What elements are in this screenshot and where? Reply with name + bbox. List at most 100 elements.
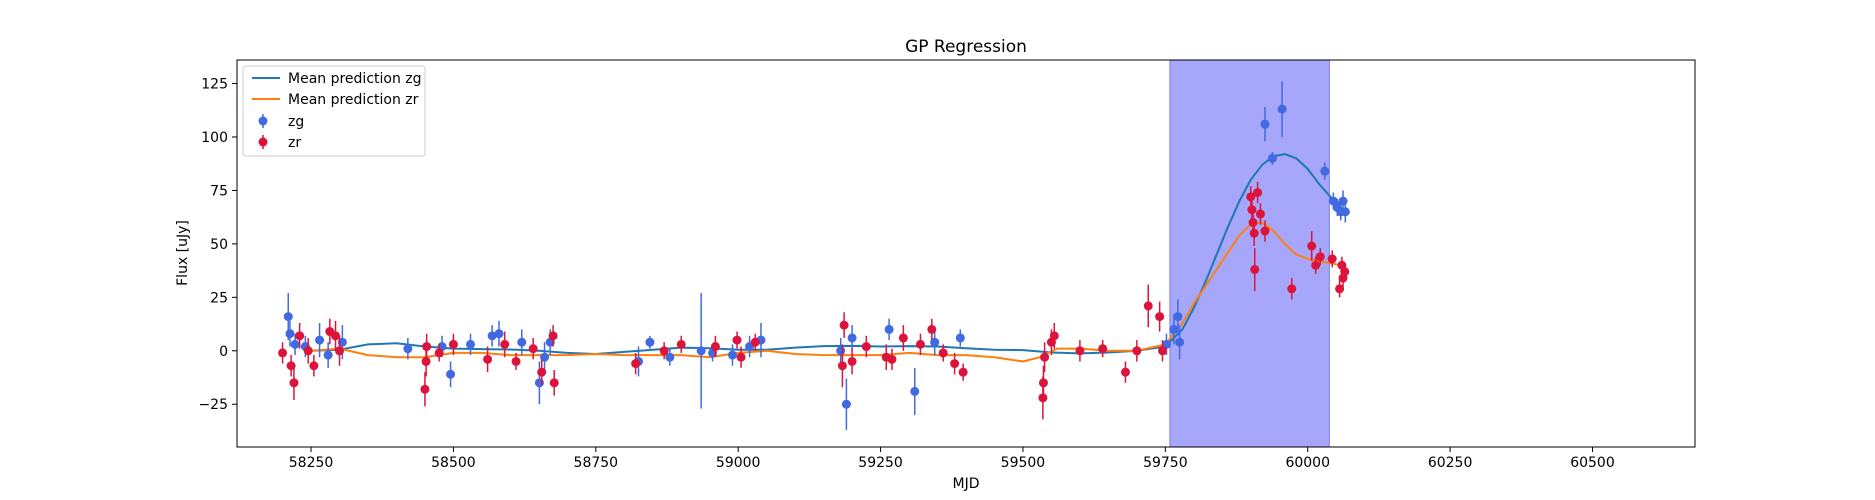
data-point-zr <box>631 359 641 369</box>
data-point-zg <box>1267 153 1277 163</box>
data-point-zr <box>958 367 968 377</box>
data-point-zg <box>884 324 894 334</box>
data-point-zr <box>710 342 720 352</box>
data-point-zr <box>528 344 538 354</box>
data-point-zg <box>1338 196 1348 206</box>
data-point-zr <box>1120 367 1130 377</box>
data-point-zr <box>511 356 521 366</box>
legend-label-zr: zr <box>288 135 301 151</box>
data-point-zr <box>422 342 432 352</box>
data-point-zg <box>727 350 737 360</box>
data-point-zg <box>910 386 920 396</box>
data-point-zg <box>1161 339 1171 349</box>
data-point-zr <box>1335 284 1345 294</box>
data-point-zr <box>303 346 313 356</box>
data-point-zr <box>950 359 960 369</box>
legend: Mean prediction zg Mean prediction zr zg… <box>242 65 426 157</box>
data-point-zg <box>696 346 706 356</box>
data-point-zg <box>290 339 300 349</box>
x-tick-label: 59250 <box>858 455 903 471</box>
data-point-zr <box>335 346 345 356</box>
data-point-zg <box>1277 104 1287 114</box>
data-point-zg <box>847 333 857 343</box>
data-point-zr <box>837 361 847 371</box>
data-point-zr <box>847 356 857 366</box>
x-tick-label: 60500 <box>1570 455 1615 471</box>
series-line-mean-prediction-zg <box>310 153 1343 355</box>
y-tick-label: 75 <box>210 183 228 199</box>
x-tick-label: 59000 <box>716 455 761 471</box>
data-point-zr <box>1253 188 1263 198</box>
data-point-zg <box>494 329 504 339</box>
data-point-zr <box>1327 254 1337 264</box>
x-tick-label: 58250 <box>289 455 334 471</box>
data-point-zr <box>1143 301 1153 311</box>
data-point-zr <box>1315 252 1325 262</box>
legend-label-mean-zg: Mean prediction zg <box>288 71 422 87</box>
data-point-zr <box>750 337 760 347</box>
y-tick-label: −25 <box>198 397 228 413</box>
data-point-zr <box>1075 346 1085 356</box>
data-point-zr <box>1255 209 1265 219</box>
data-point-zg <box>323 350 333 360</box>
x-tick-label: 60000 <box>1285 455 1330 471</box>
tick-layer: 58250 58500 58750 59000 59250 59500 59750 60000… <box>198 77 1614 471</box>
data-point-zr <box>927 324 937 334</box>
data-point-zr <box>861 342 871 352</box>
prediction-shaded-region <box>1169 59 1330 448</box>
data-point-zr <box>1098 344 1108 354</box>
data-point-zg <box>466 339 476 349</box>
y-tick-label: 0 <box>219 344 228 360</box>
data-point-zr <box>448 339 458 349</box>
x-tick-label: 59750 <box>1143 455 1188 471</box>
data-point-zr <box>736 352 746 362</box>
x-tick-label: 58500 <box>431 455 476 471</box>
data-point-zr <box>548 331 558 341</box>
data-point-zg <box>1169 324 1179 334</box>
data-point-zg <box>283 312 293 322</box>
data-point-zr <box>549 378 559 388</box>
data-point-zr <box>289 378 299 388</box>
data-point-zr <box>1049 331 1059 341</box>
data-point-zr <box>500 339 510 349</box>
data-point-zr <box>938 348 948 358</box>
y-tick-label: 25 <box>210 290 228 306</box>
data-point-zr <box>434 348 444 358</box>
x-axis-label: MJD <box>953 476 980 492</box>
data-point-zr <box>420 384 430 394</box>
data-point-zg <box>836 346 846 356</box>
data-point-zr <box>1250 265 1260 275</box>
data-point-zr <box>898 333 908 343</box>
data-point-zg <box>841 399 851 409</box>
data-point-zr <box>309 361 319 371</box>
data-point-zr <box>295 331 305 341</box>
data-point-zg <box>517 337 527 347</box>
series-layer <box>278 81 1350 430</box>
y-tick-label: 50 <box>210 237 228 253</box>
x-tick-label: 60250 <box>1428 455 1473 471</box>
data-point-zg <box>534 378 544 388</box>
data-point-zr <box>483 354 493 364</box>
data-point-zg <box>487 331 497 341</box>
data-point-zr <box>1040 352 1050 362</box>
data-point-zr <box>915 339 925 349</box>
data-point-zr <box>1155 312 1165 322</box>
data-point-zr <box>887 354 897 364</box>
data-point-zg <box>403 344 413 354</box>
plot-frame <box>236 59 1696 448</box>
data-point-zr <box>1157 346 1167 356</box>
data-point-zr <box>1247 205 1257 215</box>
data-point-zr <box>1246 192 1256 202</box>
x-tick-label: 59500 <box>1001 455 1046 471</box>
data-point-zg <box>446 369 456 379</box>
data-point-zg <box>1260 119 1270 129</box>
data-point-zr <box>839 320 849 330</box>
data-point-zg <box>1328 196 1338 206</box>
data-point-zr <box>1340 267 1350 277</box>
chart-title: GP Regression <box>905 37 1027 57</box>
data-point-zg <box>315 335 325 345</box>
data-point-zr <box>537 367 547 377</box>
legend-label-zg: zg <box>288 114 304 130</box>
data-point-zr <box>331 331 341 341</box>
